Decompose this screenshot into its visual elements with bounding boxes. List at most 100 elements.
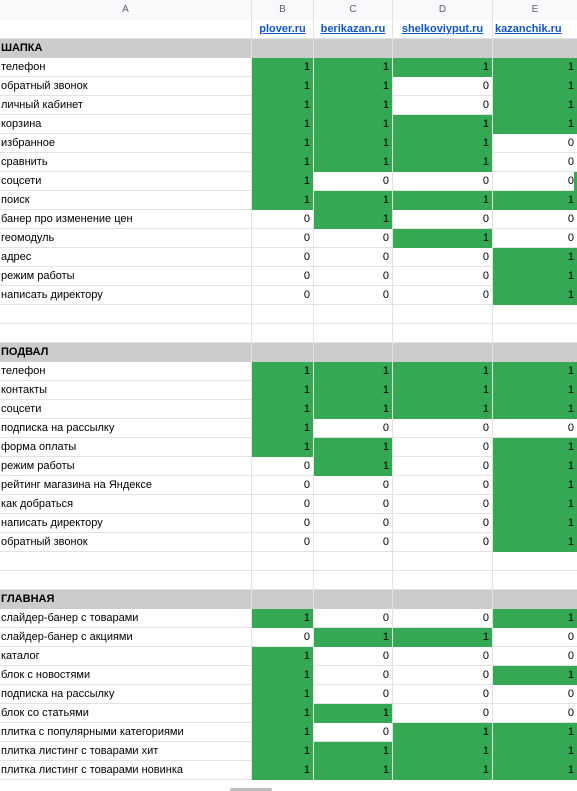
value-cell-e[interactable]: 1 [493,267,577,286]
feature-label-cell[interactable]: слайдер-банер с товарами [0,609,252,628]
value-cell-d[interactable]: 0 [393,514,493,533]
feature-label-cell[interactable]: режим работы [0,457,252,476]
value-cell-e[interactable]: 1 [493,58,577,77]
value-cell-d[interactable]: 0 [393,647,493,666]
value-cell-c[interactable]: 0 [314,229,393,248]
value-cell-b[interactable]: 1 [252,666,314,685]
empty-cell-c[interactable] [314,571,393,590]
section-header-cell-d[interactable] [393,343,493,362]
value-cell-b[interactable]: 1 [252,647,314,666]
value-cell-b[interactable]: 1 [252,381,314,400]
feature-label-cell[interactable]: подписка на рассылку [0,419,252,438]
empty-cell-a[interactable] [0,305,252,324]
feature-label-cell[interactable]: контакты [0,381,252,400]
value-cell-e[interactable]: 1 [493,381,577,400]
value-cell-e[interactable]: 1 [493,115,577,134]
feature-label-cell[interactable]: подписка на рассылку [0,685,252,704]
value-cell-c[interactable]: 0 [314,514,393,533]
value-cell-e[interactable]: 1 [493,533,577,552]
value-cell-d[interactable]: 1 [393,153,493,172]
value-cell-d[interactable]: 0 [393,267,493,286]
section-title[interactable]: ШАПКА [0,39,252,58]
section-header-cell-b[interactable] [252,39,314,58]
value-cell-d[interactable]: 0 [393,476,493,495]
site-header-cell-d[interactable]: shelkoviyput.ru [393,20,493,39]
value-cell-b[interactable]: 0 [252,476,314,495]
value-cell-b[interactable]: 1 [252,400,314,419]
value-cell-b[interactable]: 1 [252,115,314,134]
value-cell-d[interactable]: 1 [393,58,493,77]
value-cell-e[interactable]: 0 [567,175,574,187]
value-cell-b[interactable]: 1 [252,419,314,438]
value-cell-b[interactable]: 0 [252,457,314,476]
feature-label-cell[interactable]: поиск [0,191,252,210]
value-cell-d[interactable]: 0 [393,248,493,267]
value-cell-d[interactable]: 0 [393,77,493,96]
site-link-berikazan[interactable]: berikazan.ru [320,23,386,35]
value-cell-c[interactable]: 1 [314,134,393,153]
column-header-d[interactable]: D [393,0,493,20]
empty-cell-c[interactable] [314,305,393,324]
feature-label-cell[interactable]: блок со статьями [0,704,252,723]
value-cell-b[interactable]: 0 [252,267,314,286]
value-cell-c[interactable]: 0 [314,419,393,438]
empty-cell-a[interactable] [0,552,252,571]
value-cell-d[interactable]: 1 [393,134,493,153]
value-cell-c[interactable]: 1 [314,115,393,134]
value-cell-d[interactable]: 0 [393,704,493,723]
empty-cell-a[interactable] [0,571,252,590]
value-cell-b[interactable]: 1 [252,153,314,172]
value-cell-c[interactable]: 1 [314,96,393,115]
feature-label-cell[interactable]: геомодуль [0,229,252,248]
feature-label-cell[interactable]: рейтинг магазина на Яндексе [0,476,252,495]
feature-label-cell[interactable]: форма оплаты [0,438,252,457]
value-cell-c[interactable]: 1 [314,761,393,780]
value-cell-d[interactable]: 0 [393,438,493,457]
value-cell-b[interactable]: 0 [252,514,314,533]
value-cell-c[interactable]: 0 [314,286,393,305]
value-cell-d[interactable]: 1 [393,761,493,780]
feature-label-cell[interactable]: корзина [0,115,252,134]
section-header-cell-b[interactable] [252,343,314,362]
value-cell-b[interactable]: 1 [252,704,314,723]
empty-cell-d[interactable] [393,324,493,343]
value-cell-b[interactable]: 1 [252,438,314,457]
empty-cell-e[interactable] [493,305,577,324]
value-cell-e[interactable]: 1 [493,191,577,210]
value-cell-c[interactable]: 1 [314,457,393,476]
value-cell-c[interactable]: 0 [314,723,393,742]
feature-label-cell[interactable]: обратный звонок [0,533,252,552]
value-cell-e[interactable]: 0 [567,631,574,643]
site-header-empty-cell[interactable] [0,20,252,39]
value-cell-d[interactable]: 1 [393,723,493,742]
section-header-cell-c[interactable] [314,343,393,362]
value-cell-d[interactable]: 1 [393,400,493,419]
value-cell-d[interactable]: 0 [393,685,493,704]
value-cell-e[interactable]: 1 [493,457,577,476]
value-cell-c[interactable]: 0 [314,495,393,514]
value-cell-b[interactable]: 1 [252,58,314,77]
feature-label-cell[interactable]: личный кабинет [0,96,252,115]
value-cell-e[interactable]: 1 [493,77,577,96]
value-cell-d[interactable]: 0 [393,96,493,115]
value-cell-d[interactable]: 0 [393,172,493,191]
value-cell-c[interactable]: 0 [314,666,393,685]
empty-cell-b[interactable] [252,305,314,324]
value-cell-c[interactable]: 1 [314,704,393,723]
value-cell-b[interactable]: 1 [252,96,314,115]
value-cell-c[interactable]: 1 [314,381,393,400]
column-header-c[interactable]: C [314,0,393,20]
value-cell-e[interactable]: 0 [567,422,574,434]
feature-label-cell[interactable]: телефон [0,58,252,77]
value-cell-d[interactable]: 0 [393,533,493,552]
value-cell-b[interactable]: 0 [252,229,314,248]
column-header-e[interactable]: E [493,0,577,20]
value-cell-b[interactable]: 1 [252,134,314,153]
feature-label-cell[interactable]: плитка листинг с товарами хит [0,742,252,761]
feature-label-cell[interactable]: написать директору [0,514,252,533]
value-cell-c[interactable]: 1 [314,210,393,229]
value-cell-e[interactable]: 0 [567,156,574,168]
value-cell-d[interactable]: 0 [393,609,493,628]
value-cell-c[interactable]: 0 [314,476,393,495]
horizontal-scrollbar[interactable] [230,788,272,791]
